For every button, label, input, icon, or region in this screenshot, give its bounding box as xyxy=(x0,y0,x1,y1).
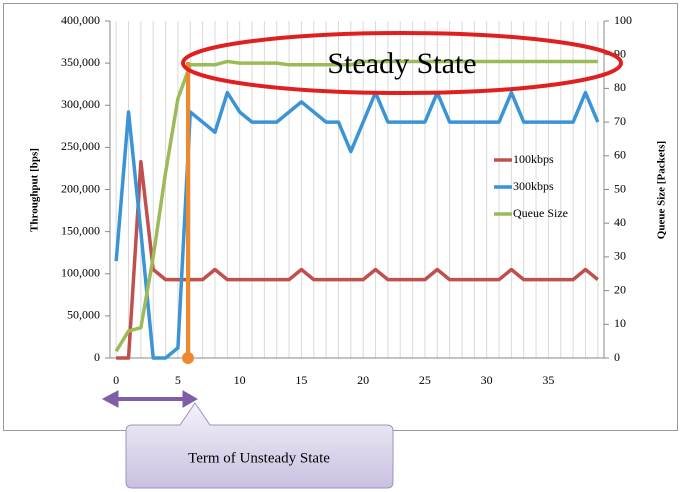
y-tick-label: 250,000 xyxy=(61,139,100,153)
legend-label: Queue Size xyxy=(513,206,568,220)
x-tick-label: 15 xyxy=(295,373,307,387)
y-tick-label: 50,000 xyxy=(67,308,100,322)
marker-dot xyxy=(182,352,194,364)
y-tick-label: 200,000 xyxy=(61,181,100,195)
y2-tick-label: 80 xyxy=(614,80,626,94)
series-line xyxy=(114,90,600,360)
series-line xyxy=(114,59,598,353)
x-tick-label: 10 xyxy=(234,373,246,387)
y2-tick-label: 60 xyxy=(614,148,626,162)
x-tick-label: 35 xyxy=(542,373,554,387)
y-tick-label: 150,000 xyxy=(61,223,100,237)
y-tick-label: 0 xyxy=(94,350,100,364)
series-line xyxy=(116,159,599,360)
legend-label: 300kbps xyxy=(513,179,554,193)
legend-label: 100kbps xyxy=(513,152,554,166)
steady-ellipse xyxy=(181,31,623,95)
y2-tick-label: 50 xyxy=(614,181,626,195)
x-tick-label: 25 xyxy=(419,373,431,387)
y-tick-label: 400,000 xyxy=(61,13,100,27)
unsteady-arrow xyxy=(101,390,199,408)
y2-tick-label: 30 xyxy=(614,249,626,263)
y-axis-title: Throughput [bps] xyxy=(29,148,41,232)
y-tick-label: 300,000 xyxy=(61,97,100,111)
cover xyxy=(240,395,400,417)
steady-label: Steady State xyxy=(327,47,476,80)
x-tick-label: 30 xyxy=(481,373,493,387)
callout-label: Term of Unsteady State xyxy=(188,450,330,466)
y2-tick-label: 40 xyxy=(614,215,626,229)
y2-tick-label: 0 xyxy=(614,350,620,364)
x-tick-label: 0 xyxy=(113,373,119,387)
x-tick-label: 5 xyxy=(175,373,181,387)
y2-axis-title: Queue Size [Packets] xyxy=(656,141,668,239)
y2-tick-label: 10 xyxy=(614,316,626,330)
callout xyxy=(125,402,394,489)
y-tick-label: 350,000 xyxy=(61,55,100,69)
y2-tick-label: 100 xyxy=(614,13,632,27)
y2-tick-label: 70 xyxy=(614,114,626,128)
x-tick-label: 20 xyxy=(357,373,369,387)
y2-tick-label: 20 xyxy=(614,282,626,296)
y-tick-label: 100,000 xyxy=(61,266,100,280)
